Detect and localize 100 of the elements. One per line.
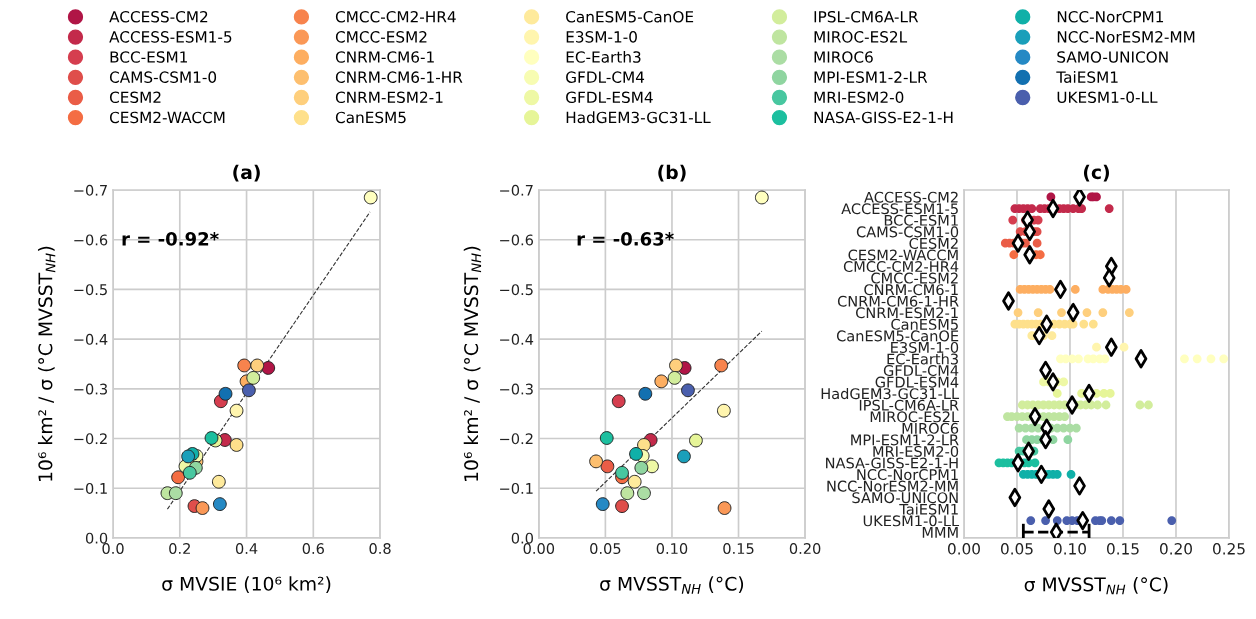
legend-label: CanESM5-CanOE [566, 10, 694, 23]
legend-label: MRI-ESM2-0 [814, 91, 904, 104]
legend-label: CESM2-WACCM [109, 111, 225, 124]
x-tick-label: 0.15 [723, 543, 754, 555]
legend-label: EC-Earth3 [566, 50, 641, 63]
y-tick-label: −0.5 [74, 284, 107, 296]
y-tick-label: CNRM-CM6-1 [864, 284, 958, 296]
x-tick-label: 0.2 [169, 543, 190, 555]
y-tick-label: −0.2 [500, 433, 533, 445]
x-tick-label: 0.4 [235, 543, 258, 555]
y-tick-label: MMM [922, 527, 958, 538]
y-tick-label: NCC-NorCPM1 [857, 469, 958, 481]
y-tick-label: −0.7 [500, 184, 533, 196]
y-tick-label: −0.4 [500, 333, 534, 345]
y-tick-label: −0.3 [74, 383, 108, 395]
y-tick-label: CAMS-CSM1-0 [856, 226, 959, 238]
legend-label: NCC-NorESM2-MM [1057, 31, 1195, 43]
legend-label: CNRM-CM6-1 [335, 51, 434, 63]
x-tick-label: 0.8 [369, 543, 391, 555]
legend-label: GFDL-ESM4 [566, 91, 653, 104]
y-tick-label: −0.5 [500, 284, 533, 296]
x-tick-label: 0.00 [523, 543, 555, 555]
x-tick-label: 0.20 [1159, 543, 1192, 555]
legend-label: BCC-ESM1 [110, 51, 187, 63]
legend-label: CNRM-CM6-1-HR [335, 71, 463, 83]
legend-label: TaiESM1 [1056, 71, 1118, 83]
annotation: r = -0.63* [577, 232, 674, 246]
legend-label: E3SM-1-0 [566, 31, 637, 43]
legend-label: ACCESS-CM2 [109, 10, 208, 23]
y-tick-label: 0.0 [85, 532, 108, 544]
y-tick-label: −0.6 [500, 234, 534, 246]
y-tick-label: CMCC-CM2-HR4 [843, 261, 959, 273]
y-tick-label: −0.4 [74, 333, 108, 345]
legend-label: NCC-NorCPM1 [1057, 10, 1164, 23]
y-tick-label: UKESM1-0-LL [863, 515, 960, 527]
y-tick-label: SAMO-UNICON [852, 492, 958, 504]
y-tick-label: HadGEM3-GC31-LL [821, 387, 960, 400]
y-tick-label: −0.2 [74, 433, 107, 445]
y-tick-label: 0.0 [511, 532, 533, 544]
y-tick-label: CESM2-WACCM [848, 249, 958, 261]
y-tick-label: BCC-ESM1 [884, 214, 958, 226]
y-axis-title: 10⁶ km² / σ (°C MVSST$_{NH}$) [463, 246, 482, 481]
chart-title: (c) [1083, 164, 1109, 182]
x-tick-label: 0.10 [1053, 543, 1086, 555]
legend-label: GFDL-CM4 [566, 71, 645, 83]
chart-title: (b) [658, 164, 686, 182]
x-tick-label: 0.00 [947, 543, 980, 555]
x-tick-label: 0.6 [302, 543, 324, 555]
y-tick-label: −0.3 [500, 383, 533, 395]
x-axis-title: σ MVSST$_{NH}$ (°C) [1024, 577, 1168, 595]
x-tick-label: 0.15 [1106, 543, 1139, 555]
legend-label: CESM2 [109, 91, 161, 104]
y-tick-label: CanESM5-CanOE [836, 330, 959, 342]
legend-label: UKESM1-0-LL [1057, 91, 1158, 104]
x-tick-label: 0.10 [656, 543, 688, 555]
y-tick-label: −0.1 [74, 482, 107, 494]
legend-label: CanESM5 [335, 111, 406, 124]
y-tick-label: CNRM-ESM2-1 [855, 307, 958, 319]
y-tick-label: −0.6 [74, 234, 108, 246]
legend-label: CMCC-CM2-HR4 [335, 10, 456, 23]
y-tick-label: NASA-GISS-E2-1-H [826, 457, 958, 469]
x-tick-label: 0.25 [1212, 543, 1245, 555]
y-tick-label: GFDL-ESM4 [875, 376, 959, 388]
y-tick-label: GFDL-CM4 [883, 365, 959, 377]
chart-title: (a) [233, 164, 260, 182]
legend-label: CNRM-ESM2-1 [335, 91, 443, 104]
x-axis-title: σ MVSST$_{NH}$ (°C) [600, 576, 744, 594]
legend-label: SAMO-UNICON [1057, 51, 1168, 63]
y-tick-label: CNRM-CM6-1-HR [837, 295, 959, 307]
legend-label: ACCESS-ESM1-5 [109, 31, 232, 43]
y-tick-label: MIROC-ES2L [870, 411, 960, 423]
x-tick-label: 0.0 [102, 543, 124, 555]
y-tick-label: E3SM-1-0 [891, 341, 959, 353]
y-tick-label: CanESM5 [891, 318, 958, 330]
y-tick-label: IPSL-CM6A-LR [859, 399, 959, 411]
legend-label: MIROC6 [814, 51, 873, 63]
legend-label: CAMS-CSM1-0 [109, 71, 217, 83]
y-tick-label: CMCC-ESM2 [871, 272, 958, 284]
annotation: r = -0.92* [122, 232, 219, 246]
x-tick-label: 0.20 [789, 543, 821, 555]
y-axis-title: 10⁶ km² / σ (°C MVSST$_{NH}$) [37, 246, 56, 481]
x-axis-title: σ MVSIE (10⁶ km²) [162, 576, 331, 594]
legend-label: IPSL-CM6A-LR [814, 10, 919, 23]
legend-label: CMCC-ESM2 [335, 31, 427, 43]
y-tick-label: −0.7 [74, 184, 107, 196]
y-tick-label: CESM2 [909, 237, 958, 249]
y-tick-label: NCC-NorESM2-MM [827, 480, 958, 492]
y-tick-label: ACCESS-ESM1-5 [841, 203, 958, 215]
y-tick-label: MRI-ESM2-0 [873, 445, 959, 457]
x-tick-label: 0.05 [590, 543, 621, 555]
x-tick-label: 0.05 [1000, 543, 1033, 555]
y-tick-label: ACCESS-CM2 [864, 191, 958, 203]
legend-label: MIROC-ES2L [814, 31, 908, 43]
legend-label: MPI-ESM1-2-LR [814, 71, 928, 83]
y-tick-label: EC-Earth3 [887, 353, 958, 365]
y-tick-label: −0.1 [500, 482, 533, 494]
y-tick-label: MIROC6 [902, 422, 959, 434]
y-tick-label: TaiESM1 [899, 503, 958, 515]
y-tick-label: MPI-ESM1-2-LR [851, 434, 959, 446]
legend-label: HadGEM3-GC31-LL [566, 111, 711, 124]
